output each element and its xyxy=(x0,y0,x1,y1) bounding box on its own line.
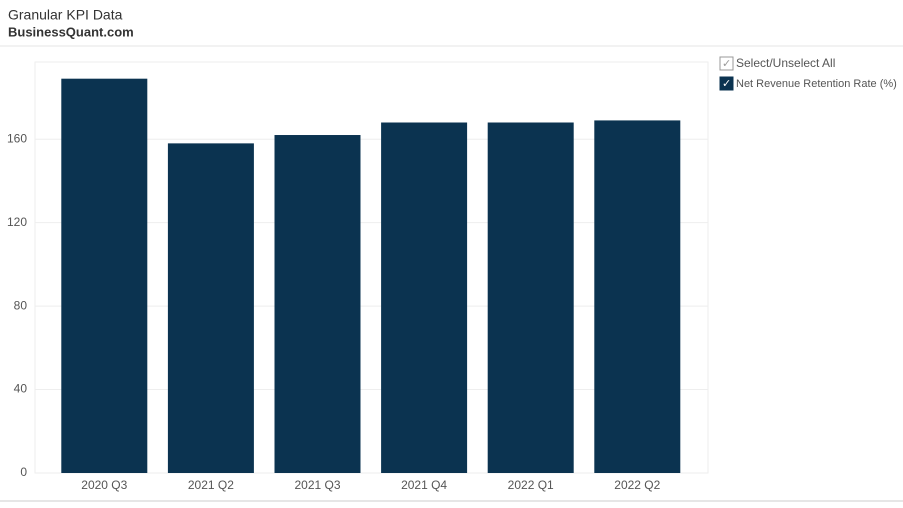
y-tick-label: 120 xyxy=(7,215,27,229)
x-tick-label: 2022 Q1 xyxy=(508,478,554,492)
subtitle: BusinessQuant.com xyxy=(8,24,134,39)
check-icon: ✓ xyxy=(722,78,731,90)
check-icon: ✓ xyxy=(722,58,731,70)
select-all[interactable]: Select/Unselect All xyxy=(736,56,835,70)
bar xyxy=(381,122,468,474)
x-tick-label: 2021 Q2 xyxy=(188,478,234,492)
x-tick-label: 2022 Q2 xyxy=(614,478,660,492)
bar xyxy=(594,120,681,473)
checkbox[interactable] xyxy=(719,56,734,71)
x-tick-label: 2021 Q4 xyxy=(401,478,447,492)
bar xyxy=(487,122,574,474)
legend-entry[interactable]: Net Revenue Retention Rate (%) xyxy=(736,78,897,90)
y-tick-label: 160 xyxy=(7,131,27,145)
bar xyxy=(61,78,148,473)
checkbox[interactable] xyxy=(719,76,734,91)
y-tick-label: 80 xyxy=(14,298,28,312)
bar xyxy=(167,143,254,473)
bar xyxy=(274,135,361,473)
y-tick-label: 40 xyxy=(14,382,28,396)
x-tick-label: 2021 Q3 xyxy=(294,478,340,492)
y-tick-label: 0 xyxy=(20,465,27,479)
x-tick-label: 2020 Q3 xyxy=(81,478,127,492)
title: Granular KPI Data xyxy=(8,7,123,23)
